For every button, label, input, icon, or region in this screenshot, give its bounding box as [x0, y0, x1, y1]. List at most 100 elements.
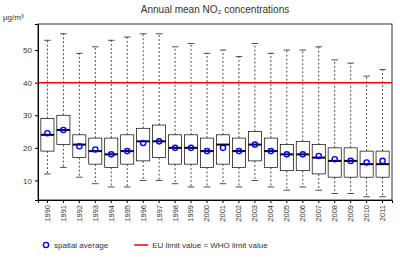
box — [216, 135, 229, 164]
y-tick-label: 10 — [23, 177, 32, 186]
whisker-low — [318, 174, 319, 190]
mean-point — [284, 152, 289, 157]
whisker-high — [382, 70, 383, 151]
y-tick: 10 — [23, 177, 38, 186]
median — [105, 153, 118, 155]
x-tick-mark — [143, 200, 144, 203]
mean-point — [364, 160, 369, 165]
mean-point — [300, 152, 305, 157]
mean-point — [204, 149, 209, 154]
whisker-cap-high — [188, 43, 195, 44]
box — [328, 148, 341, 177]
x-tick: 1991 — [59, 200, 68, 222]
whisker-cap-low — [172, 183, 179, 184]
whisker-cap-low — [268, 186, 275, 187]
y-tick-mark — [35, 180, 38, 181]
x-tick-label: 1990 — [43, 205, 52, 222]
y-tick-label: 50 — [23, 46, 32, 55]
mean-point — [188, 145, 193, 150]
x-tick-mark — [350, 200, 351, 203]
x-tick-mark — [366, 200, 367, 203]
whisker-cap-high — [300, 50, 307, 51]
x-tick-label: 1993 — [91, 205, 100, 222]
x-tick-mark — [95, 200, 96, 203]
whisker-cap-low — [284, 190, 291, 191]
y-tick-mark — [35, 50, 38, 51]
x-tick-label: 2007 — [314, 205, 323, 222]
median — [185, 147, 198, 149]
box — [376, 151, 389, 177]
whisker-low — [334, 177, 335, 193]
y-tick: 50 — [23, 46, 38, 55]
box — [153, 125, 166, 158]
whisker-low — [382, 177, 383, 197]
whisker-low — [366, 177, 367, 197]
whisker-high — [238, 57, 239, 138]
whisker-cap-low — [300, 186, 307, 187]
plot-area — [38, 34, 392, 197]
whisker-low — [254, 161, 255, 181]
whisker-low — [350, 177, 351, 193]
y-tick: 40 — [23, 79, 38, 88]
x-tick-label: 1996 — [139, 205, 148, 222]
x-tick: 2005 — [282, 200, 291, 222]
x-tick-mark — [254, 200, 255, 203]
x-tick-mark — [191, 200, 192, 203]
whisker-cap-high — [124, 37, 131, 38]
x-tick-mark — [286, 200, 287, 203]
whisker-low — [222, 164, 223, 184]
whisker-cap-high — [284, 50, 291, 51]
legend-label: EU limit value = WHO limit value — [152, 241, 268, 250]
x-tick: 2006 — [298, 200, 307, 222]
x-tick-label: 2000 — [202, 205, 211, 222]
x-tick-label: 2002 — [234, 205, 243, 222]
whisker-high — [350, 63, 351, 148]
x-tick-mark — [63, 200, 64, 203]
box — [232, 138, 245, 167]
median — [169, 147, 182, 149]
whisker-cap-high — [76, 53, 83, 54]
whisker-high — [79, 53, 80, 134]
whisker-high — [207, 53, 208, 138]
x-tick: 2008 — [330, 200, 339, 222]
legend-marker — [43, 242, 48, 247]
whisker-cap-high — [363, 76, 370, 77]
box — [89, 138, 102, 164]
x-tick-label: 1998 — [170, 205, 179, 222]
mean-point — [93, 147, 98, 152]
mean-point — [45, 131, 50, 136]
x-tick-label: 2005 — [282, 205, 291, 222]
box — [280, 145, 293, 171]
x-tick-label: 2009 — [346, 205, 355, 222]
whisker-high — [63, 34, 64, 115]
median — [344, 160, 357, 162]
box — [312, 145, 325, 174]
y-tick: 30 — [23, 111, 38, 120]
whisker-cap-low — [124, 186, 131, 187]
whisker-low — [47, 151, 48, 174]
y-tick-label: 40 — [23, 79, 32, 88]
x-tick-mark — [159, 200, 160, 203]
whisker-high — [95, 47, 96, 138]
x-tick: 2002 — [234, 200, 243, 222]
y-tick: 20 — [23, 144, 38, 153]
y-tick-mark — [35, 115, 38, 116]
whisker-cap-high — [220, 50, 227, 51]
whisker-cap-high — [44, 40, 51, 41]
x-tick-label: 1997 — [155, 205, 164, 222]
x-tick: 1994 — [107, 200, 116, 222]
plot-frame — [38, 24, 392, 200]
whisker-cap-high — [252, 43, 259, 44]
x-tick-label: 1999 — [186, 205, 195, 222]
whisker-high — [175, 47, 176, 135]
box — [248, 132, 261, 161]
x-tick-mark — [382, 200, 383, 203]
whisker-low — [95, 164, 96, 184]
legend: spatial averageEU limit value = WHO limi… — [43, 241, 268, 250]
whisker-cap-low — [60, 167, 67, 168]
x-tick-mark — [111, 200, 112, 203]
x-tick-label: 1991 — [59, 205, 68, 222]
whisker-low — [159, 158, 160, 181]
mean-point — [268, 149, 273, 154]
chart: Annual mean NO₂ concentrationsµg/m³10203… — [0, 0, 400, 258]
